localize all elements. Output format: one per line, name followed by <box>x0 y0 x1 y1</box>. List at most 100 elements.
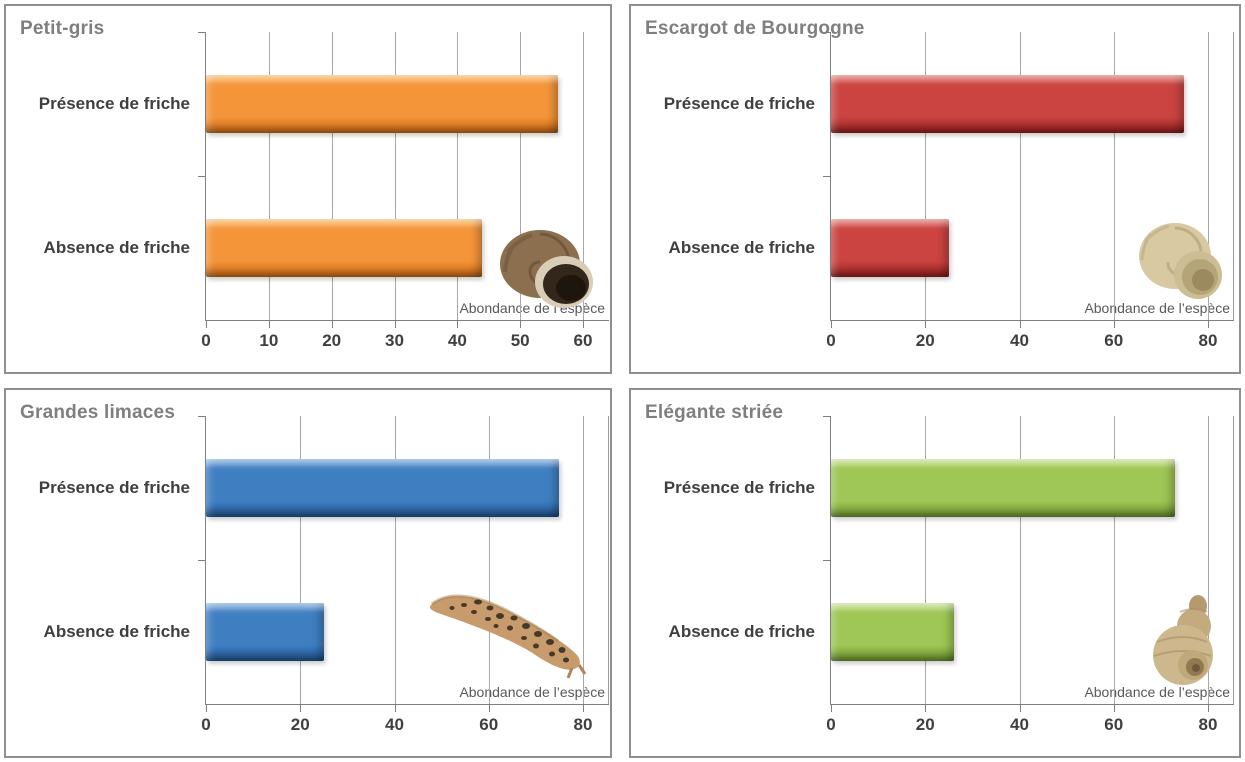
x-tick-label: 20 <box>322 331 342 350</box>
chart-title: Petit-gris <box>20 18 105 39</box>
gridline <box>925 416 927 704</box>
axis-tick <box>1113 321 1115 328</box>
category-label: Présence de friche <box>38 478 190 497</box>
category-axis: Présence de friche Absence de friche <box>6 416 205 704</box>
category-axis: Présence de friche Absence de friche <box>631 32 830 320</box>
plot-right-border <box>1233 32 1234 320</box>
chart-panel-petit-gris: Petit-gris Présence de friche Absence de… <box>4 4 612 374</box>
x-axis-label: Abondance de l’espèce <box>459 684 605 700</box>
x-tick-label: 60 <box>573 331 593 350</box>
x-tick-label: 60 <box>1104 715 1124 734</box>
axis-tick <box>583 321 584 328</box>
x-tick-label: 60 <box>479 715 499 734</box>
x-axis-label: Abondance de l’espèce <box>1084 300 1230 316</box>
category-axis: Présence de friche Absence de friche <box>631 416 830 704</box>
gridline <box>1019 32 1021 320</box>
axis-tick <box>831 705 832 712</box>
category-label: Absence de friche <box>668 238 815 257</box>
axis-tick <box>268 321 270 328</box>
category-axis: Présence de friche Absence de friche <box>6 32 205 320</box>
bar-presence <box>206 459 560 517</box>
axis-tick <box>1019 705 1021 712</box>
petit-gris-snail-image <box>500 230 593 308</box>
plot-right-border <box>1233 416 1234 704</box>
x-tick-label: 40 <box>1010 715 1029 734</box>
category-label: Absence de friche <box>43 622 190 641</box>
gridline <box>925 32 927 320</box>
category-row: Présence de friche <box>631 32 830 176</box>
x-tick-label: 20 <box>915 331 935 350</box>
gridline <box>1019 416 1021 704</box>
x-tick-label: 80 <box>1198 715 1218 734</box>
bar-presence <box>831 75 1185 133</box>
x-axis-label: Abondance de l’espèce <box>1084 684 1230 700</box>
axis-tick <box>925 321 927 328</box>
plot-right-border <box>608 416 609 704</box>
x-tick-label: 30 <box>385 331 404 350</box>
axis-tick <box>206 705 207 712</box>
axis-tick <box>488 705 490 712</box>
gridline <box>583 32 584 320</box>
category-row: Présence de friche <box>6 416 205 560</box>
category-label: Présence de friche <box>38 94 190 113</box>
bar-presence <box>206 75 558 133</box>
x-tick-label: 0 <box>201 331 211 350</box>
gridline <box>300 416 302 704</box>
chart-panel-bourgogne: Escargot de Bourgogne Présence de friche… <box>629 4 1241 374</box>
category-row: Absence de friche <box>631 560 830 704</box>
axis-tick <box>206 321 207 328</box>
x-tick-label: 10 <box>259 331 279 350</box>
category-label: Présence de friche <box>663 478 815 497</box>
gridline <box>457 32 459 320</box>
gridline <box>394 32 396 320</box>
gridline <box>520 32 522 320</box>
x-tick-label: 50 <box>510 331 530 350</box>
category-row: Présence de friche <box>6 32 205 176</box>
axis-tick <box>583 705 584 712</box>
gridline <box>583 416 584 704</box>
x-tick-label: 40 <box>385 715 404 734</box>
gridline <box>1208 32 1209 320</box>
x-tick-label: 20 <box>915 715 935 734</box>
x-tick-label: 40 <box>447 331 467 350</box>
axis-tick <box>1113 705 1115 712</box>
x-tick-label: 0 <box>201 715 211 734</box>
category-row: Absence de friche <box>6 176 205 320</box>
x-tick-label: 60 <box>1104 331 1124 350</box>
bourgogne-snail-image <box>1139 223 1222 299</box>
gridline <box>331 32 333 320</box>
x-tick-label: 20 <box>290 715 310 734</box>
axis-tick <box>1208 321 1209 328</box>
category-row: Présence de friche <box>631 416 830 560</box>
x-tick-label: 40 <box>1010 331 1029 350</box>
axis-tick <box>331 321 333 328</box>
axis-tick <box>520 321 522 328</box>
leopard-slug-image <box>430 594 587 679</box>
elegante-snail-image <box>1153 595 1213 685</box>
axis-tick <box>457 321 459 328</box>
gridline <box>394 416 396 704</box>
gridline <box>1208 416 1209 704</box>
x-tick-label: 0 <box>826 331 836 350</box>
chart-title: Elégante striée <box>645 402 784 423</box>
plot-area: Abondance de l’espèce 0 20 40 60 80 <box>823 416 1234 734</box>
x-tick-label: 80 <box>1198 331 1218 350</box>
category-row: Absence de friche <box>6 560 205 704</box>
chart-title: Escargot de Bourgogne <box>645 18 865 39</box>
plot-area: Abondance de l’espèce 0 10 20 30 40 50 60 <box>198 32 609 350</box>
bar-absence <box>831 219 949 277</box>
axis-tick <box>394 321 396 328</box>
axis-tick <box>831 321 832 328</box>
axis-tick <box>300 705 302 712</box>
bar-absence <box>206 603 324 661</box>
plot-area: Abondance de l’espèce 0 20 40 60 80 <box>198 416 609 734</box>
gridline <box>268 32 270 320</box>
category-row: Absence de friche <box>631 176 830 320</box>
gridline <box>1113 32 1115 320</box>
category-label: Présence de friche <box>663 94 815 113</box>
x-tick-label: 0 <box>826 715 836 734</box>
category-label: Absence de friche <box>43 238 190 257</box>
chart-title: Grandes limaces <box>20 402 176 423</box>
plot-area: Abondance de l’espèce 0 20 40 60 80 <box>823 32 1234 350</box>
bar-presence <box>831 459 1176 517</box>
